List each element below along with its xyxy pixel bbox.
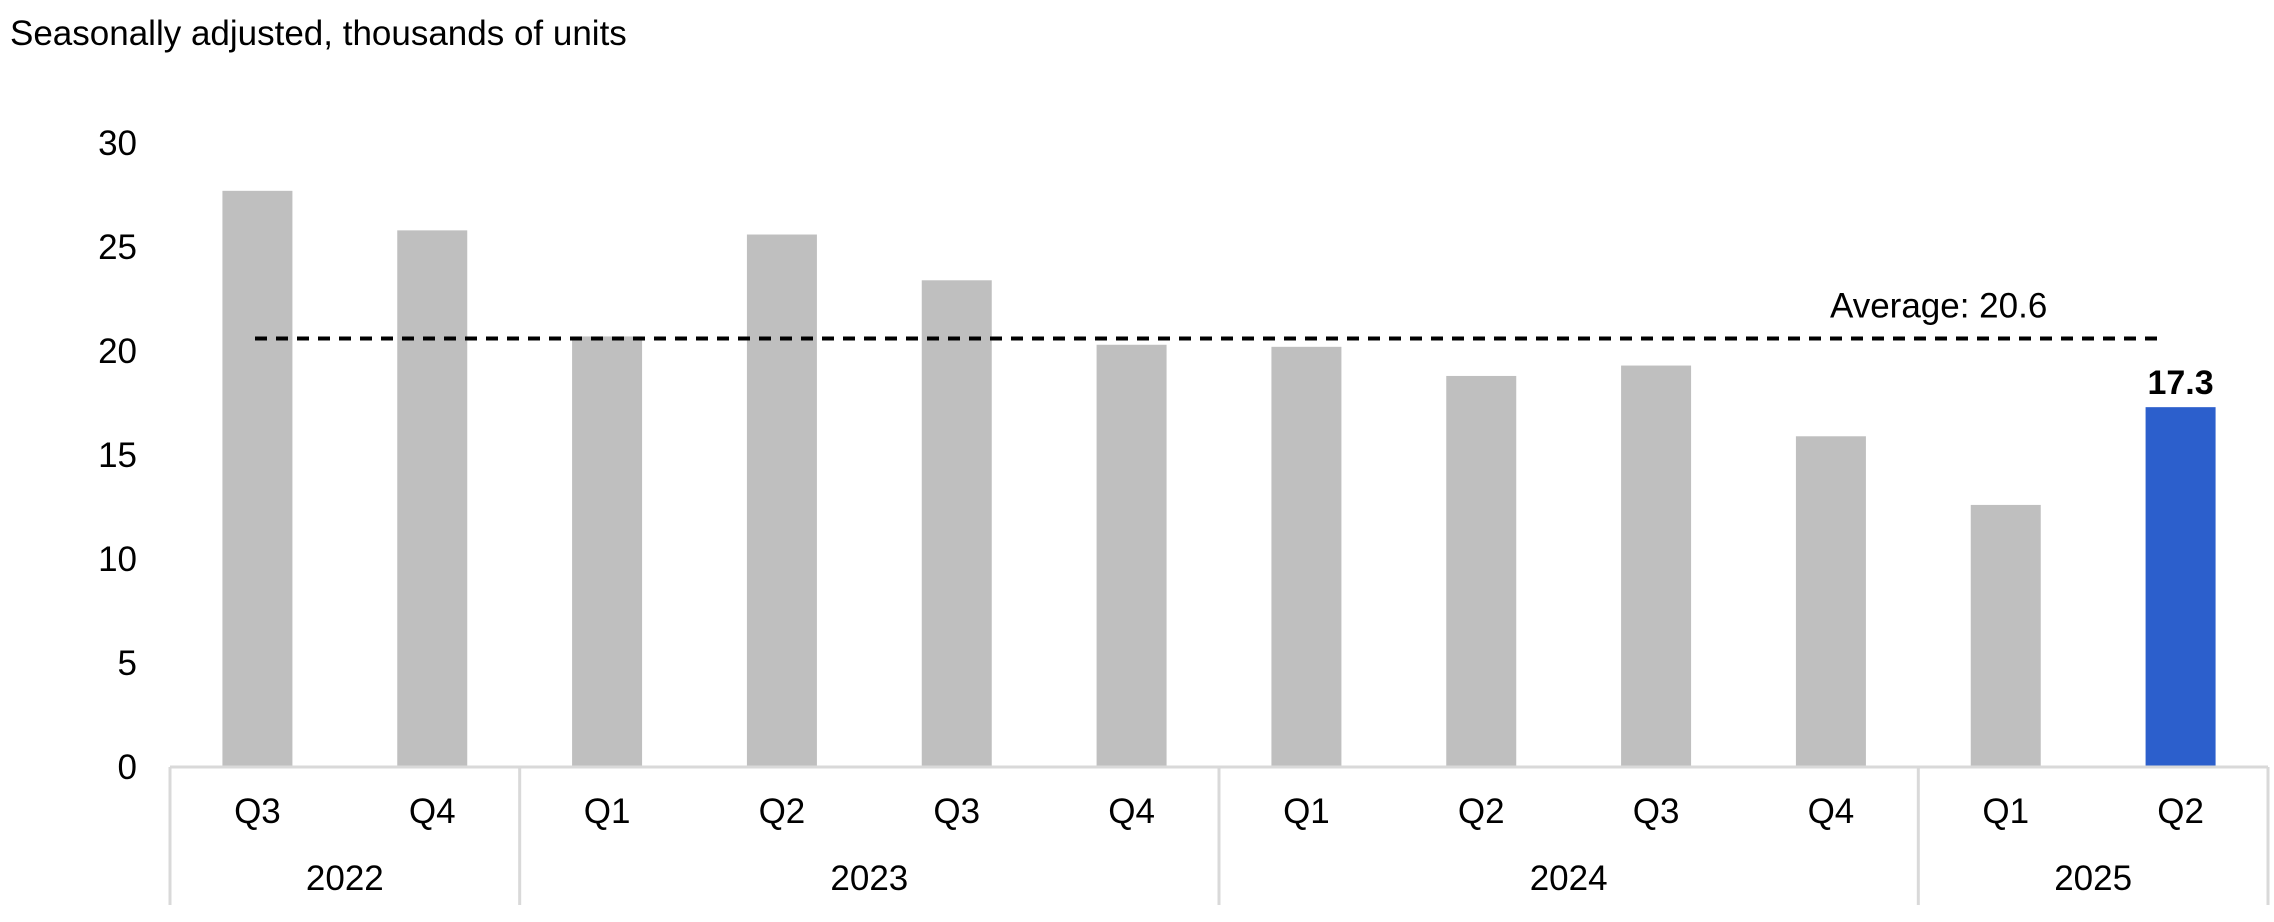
bar: [1446, 375, 1517, 767]
x-tick-label: Q1: [1982, 792, 2029, 831]
bar: [1271, 346, 1342, 767]
year-label: 2025: [2054, 859, 2132, 898]
x-tick-label: Q1: [1283, 792, 1330, 831]
x-tick-label: Q3: [933, 792, 980, 831]
y-tick-label: 25: [98, 228, 137, 267]
year-label: 2024: [1530, 859, 1608, 898]
y-tick-label: 0: [118, 748, 137, 787]
x-tick-label: Q1: [584, 792, 631, 831]
x-tick-label: Q4: [1108, 792, 1155, 831]
x-tick-label: Q4: [409, 792, 456, 831]
y-tick-label: 15: [98, 436, 137, 475]
bar: [1096, 344, 1167, 767]
x-tick-label: Q3: [1633, 792, 1680, 831]
x-tick-label: Q3: [234, 792, 281, 831]
x-tick-label: Q2: [1458, 792, 1505, 831]
year-label: 2022: [306, 859, 384, 898]
y-axis: 0 5 10 15 20 25 30: [98, 124, 137, 787]
bar: [921, 280, 992, 767]
bar: [746, 234, 817, 767]
bar: [1970, 504, 2041, 767]
bars: 17.3: [222, 190, 2216, 768]
bar: [1795, 436, 1866, 767]
average-label: Average: 20.6: [1830, 287, 2047, 326]
bar: [1621, 365, 1692, 767]
bar: [572, 336, 643, 767]
x-axis: Q3 Q4 Q1 Q2 Q3 Q4 Q1 Q2 Q3 Q4 Q1 Q2 2022 2023 2024 2025: [168, 765, 2270, 905]
y-tick-label: 30: [98, 124, 137, 163]
y-tick-label: 10: [98, 540, 137, 579]
average-line-group: Average: 20.6: [255, 287, 2163, 341]
highlight-data-label: 17.3: [2147, 364, 2213, 402]
x-tick-label: Q2: [759, 792, 806, 831]
x-tick-label: Q4: [1808, 792, 1855, 831]
year-label: 2023: [830, 859, 908, 898]
y-tick-label: 5: [118, 644, 137, 683]
chart-subtitle: Seasonally adjusted, thousands of units: [10, 14, 627, 53]
x-tick-label: Q2: [2157, 792, 2204, 831]
bar: [397, 230, 468, 768]
y-tick-label: 20: [98, 332, 137, 371]
bar-highlight: [2145, 407, 2216, 767]
bar: [222, 190, 293, 768]
